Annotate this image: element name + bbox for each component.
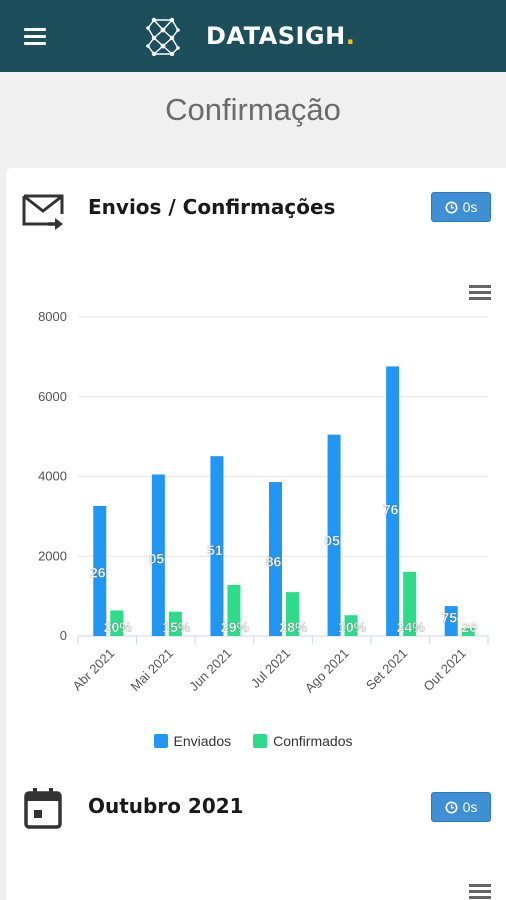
card-title: Envios / Confirmações [88, 195, 336, 219]
y-tick-label: 8000 [38, 309, 67, 324]
bar-confirmados-4 [344, 615, 358, 636]
data-label: 20% [104, 619, 133, 635]
bar-confirmados-1 [168, 611, 182, 636]
data-label: 75 [441, 610, 457, 626]
legend-item-enviados[interactable]: Enviados [153, 733, 232, 749]
card-title: Outubro 2021 [88, 794, 244, 818]
bar-confirmados-5 [403, 571, 417, 636]
bar-enviados-0 [93, 506, 107, 636]
refresh-timer-button[interactable]: 0s [431, 792, 491, 822]
bar-enviados-4 [327, 434, 341, 636]
y-tick-label: 6000 [38, 389, 67, 404]
x-tick-label: Abr 2021 [69, 646, 117, 694]
data-label: 05 [324, 532, 340, 548]
bar-enviados-2 [210, 456, 224, 636]
timer-label: 0s [462, 799, 478, 815]
data-label: 24% [397, 619, 426, 635]
bar-confirmados-0 [110, 610, 124, 636]
brand-mark-icon [146, 17, 180, 56]
chart-menu-icon[interactable] [469, 285, 491, 301]
clock-icon [445, 200, 458, 214]
brand-logo[interactable]: DATASIGH. [146, 16, 355, 56]
data-label: 26 [90, 565, 106, 581]
x-tick-label: Mai 2021 [128, 646, 176, 694]
bar-confirmados-2 [227, 584, 241, 636]
bar-chart: 0 2000 4000 6000 8000 26 20% Abr 2021 05 15% Mai 2… [38, 309, 489, 696]
legend-item-confirmados[interactable]: Confirmados [253, 733, 352, 749]
chart-menu-icon[interactable] [469, 884, 491, 900]
data-label: 10% [338, 619, 367, 635]
x-tick-label: Set 2021 [363, 646, 410, 693]
timer-label: 0s [462, 199, 478, 215]
bar-enviados-6 [444, 606, 458, 636]
y-tick-label: 4000 [38, 469, 67, 484]
data-label: 29% [221, 619, 250, 635]
clock-icon [445, 800, 458, 814]
chart-legend: Enviados Confirmados [0, 733, 506, 749]
data-label: 15% [162, 619, 191, 635]
data-label: 28% [279, 619, 308, 635]
brand-name: DATASIGH. [206, 22, 356, 50]
legend-swatch [153, 734, 168, 748]
x-tick-label: Jun 2021 [186, 646, 234, 694]
refresh-timer-button[interactable]: 0s [431, 192, 491, 222]
data-label: 05 [149, 550, 165, 566]
calendar-icon [24, 788, 62, 829]
chart-card [6, 168, 506, 900]
x-tick-label: Ago 2021 [302, 646, 352, 696]
y-tick-label: 0 [60, 628, 67, 643]
bar-enviados-1 [151, 474, 165, 636]
top-app-bar: DATASIGH. [0, 0, 506, 72]
data-label: 26 [461, 619, 477, 635]
legend-label: Enviados [173, 733, 232, 749]
y-tick-label: 2000 [38, 548, 67, 563]
data-label: 76 [383, 502, 399, 518]
x-tick-label: Out 2021 [420, 646, 468, 694]
x-tick-label: Jul 2021 [248, 646, 293, 691]
bar-enviados-3 [269, 482, 282, 636]
bar-confirmados-6 [461, 628, 475, 636]
page-title: Confirmação [165, 92, 341, 127]
legend-label: Confirmados [273, 733, 353, 749]
data-label: 86 [266, 554, 282, 570]
data-label: 51 [207, 542, 223, 558]
mail-send-icon [22, 194, 64, 230]
legend-swatch [253, 734, 268, 748]
bar-enviados-5 [386, 366, 400, 636]
bar-confirmados-3 [286, 592, 299, 636]
menu-icon[interactable] [24, 28, 46, 45]
